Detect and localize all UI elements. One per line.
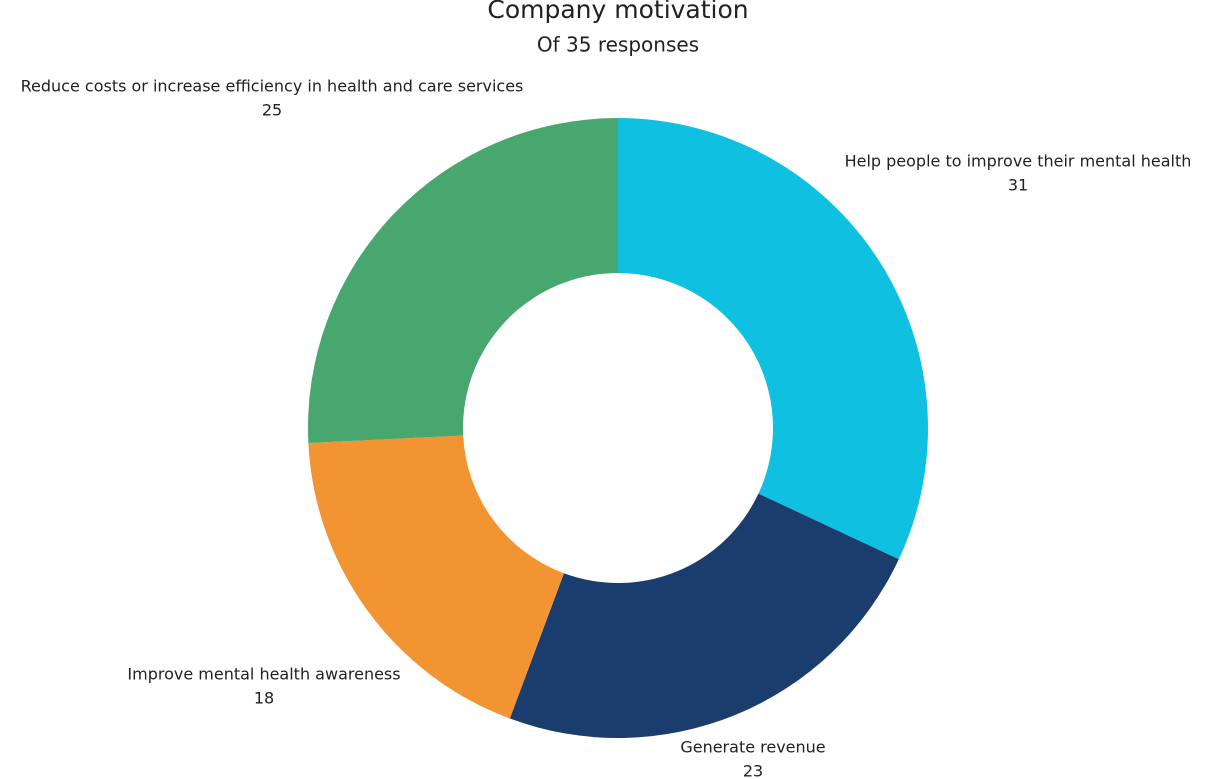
donut-slice xyxy=(308,435,564,719)
slice-value: 18 xyxy=(254,689,274,708)
slice-value: 23 xyxy=(743,762,763,779)
slice-label: Help people to improve their mental heal… xyxy=(845,152,1192,171)
chart-subtitle: Of 35 responses xyxy=(537,33,699,57)
slice-value: 31 xyxy=(1008,176,1028,195)
donut-slice xyxy=(308,118,618,444)
slice-value: 25 xyxy=(262,101,282,120)
slice-label: Reduce costs or increase efficiency in h… xyxy=(21,77,524,96)
donut-slice xyxy=(618,118,928,560)
slice-label: Improve mental health awareness xyxy=(127,665,400,684)
donut-slice xyxy=(509,493,899,738)
chart-title: Company motivation xyxy=(487,0,748,24)
slice-label: Generate revenue xyxy=(680,738,825,757)
